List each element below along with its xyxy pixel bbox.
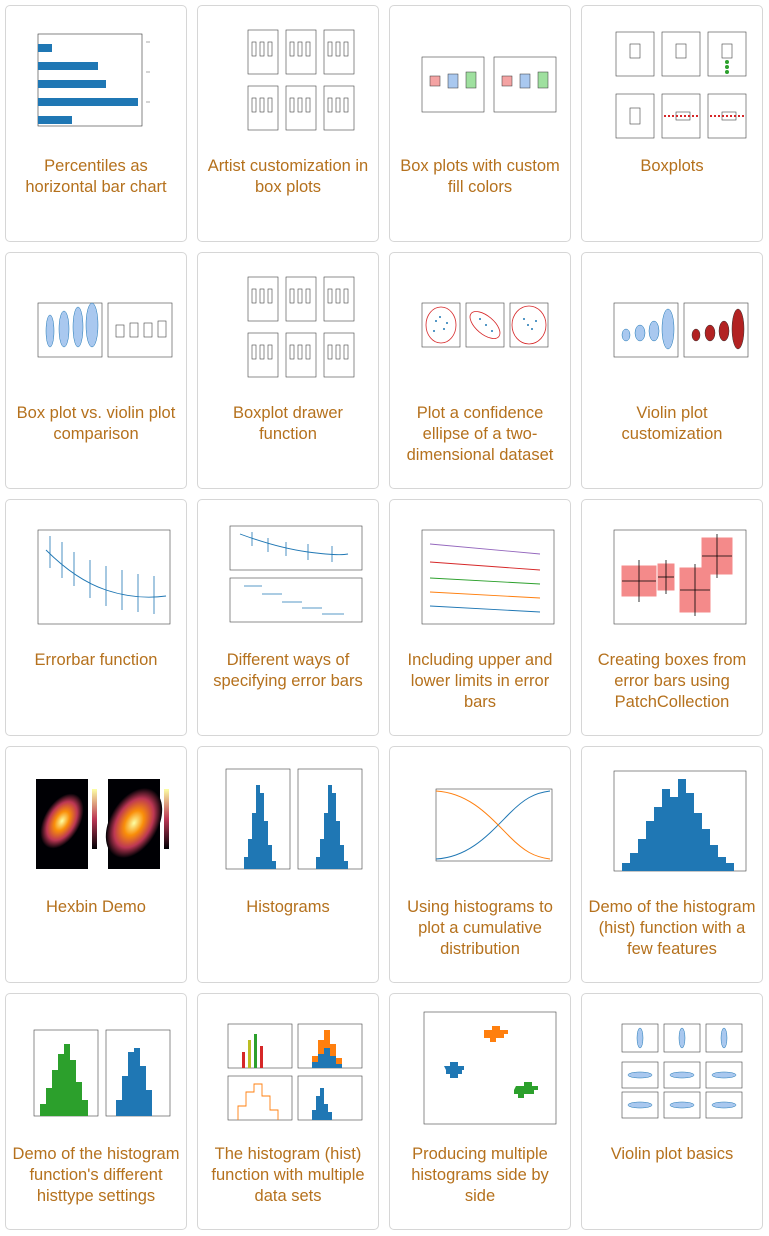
gallery-card[interactable]: The histogram (hist) function with multi… bbox=[197, 993, 379, 1230]
violin-vs-box-thumbnail[interactable] bbox=[16, 259, 178, 391]
histogram-pair-thumbnail[interactable] bbox=[208, 753, 370, 885]
hexbin-thumbnail[interactable] bbox=[16, 753, 178, 885]
gallery-card[interactable]: Boxplots bbox=[581, 5, 763, 242]
gallery-card[interactable]: Box plots with custom fill colors bbox=[389, 5, 571, 242]
card-title[interactable]: Errorbar function bbox=[34, 651, 158, 669]
gallery-card[interactable]: Using histograms to plot a cumulative di… bbox=[389, 746, 571, 983]
gallery-card[interactable]: Producing multiple histograms side by si… bbox=[389, 993, 571, 1230]
card-title[interactable]: Boxplot drawer function bbox=[232, 404, 344, 443]
card-title[interactable]: The histogram (hist) function with multi… bbox=[211, 1145, 365, 1205]
gallery-card[interactable]: Different ways of specifying error bars bbox=[197, 499, 379, 736]
histogram-thumbnail[interactable] bbox=[592, 753, 754, 885]
violin-basics-thumbnail[interactable] bbox=[592, 1000, 754, 1132]
gallery-card[interactable]: Demo of the histogram (hist) function wi… bbox=[581, 746, 763, 983]
card-title[interactable]: Artist customization in box plots bbox=[207, 157, 369, 196]
card-title[interactable]: Using histograms to plot a cumulative di… bbox=[407, 898, 553, 958]
card-title[interactable]: Including upper and lower limits in erro… bbox=[407, 651, 553, 711]
card-title[interactable]: Producing multiple histograms side by si… bbox=[411, 1145, 549, 1205]
gallery-card[interactable]: Violin plot basics bbox=[581, 993, 763, 1230]
card-title[interactable]: Percentiles as horizontal bar chart bbox=[25, 157, 167, 196]
box-plot-grid-thumbnail[interactable] bbox=[208, 12, 370, 144]
card-title[interactable]: Box plot vs. violin plot comparison bbox=[16, 404, 176, 443]
violin-thumbnail[interactable] bbox=[592, 259, 754, 391]
gallery-card[interactable]: Box plot vs. violin plot comparison bbox=[5, 252, 187, 489]
gallery-card[interactable]: Violin plot customization bbox=[581, 252, 763, 489]
card-title[interactable]: Boxplots bbox=[640, 157, 704, 175]
errorbar-variants-thumbnail[interactable] bbox=[208, 506, 370, 638]
gallery-card[interactable]: Histograms bbox=[197, 746, 379, 983]
gallery-card[interactable]: Including upper and lower limits in erro… bbox=[389, 499, 571, 736]
colored-box-plot-thumbnail[interactable] bbox=[400, 12, 562, 144]
card-title[interactable]: Box plots with custom fill colors bbox=[400, 157, 560, 196]
card-title[interactable]: Violin plot basics bbox=[610, 1145, 734, 1163]
gallery-card[interactable]: Creating boxes from error bars using Pat… bbox=[581, 499, 763, 736]
horizontal-bar-chart-thumbnail[interactable] bbox=[16, 12, 178, 144]
error-boxes-thumbnail[interactable] bbox=[592, 506, 754, 638]
gallery-card[interactable]: Demo of the histogram function's differe… bbox=[5, 993, 187, 1230]
boxplots-thumbnail[interactable] bbox=[592, 12, 754, 144]
card-title[interactable]: Violin plot customization bbox=[621, 404, 723, 443]
gallery-grid: Percentiles as horizontal bar chart Arti… bbox=[5, 5, 765, 1231]
card-title[interactable]: Hexbin Demo bbox=[46, 898, 146, 916]
box-plot-grid-thumbnail[interactable] bbox=[208, 259, 370, 391]
card-title[interactable]: Demo of the histogram function's differe… bbox=[12, 1145, 180, 1205]
card-title[interactable]: Plot a confidence ellipse of a two-dimen… bbox=[406, 404, 554, 464]
gallery-card[interactable]: Boxplot drawer function bbox=[197, 252, 379, 489]
card-title[interactable]: Different ways of specifying error bars bbox=[213, 651, 363, 690]
gallery-card[interactable]: Artist customization in box plots bbox=[197, 5, 379, 242]
card-title[interactable]: Creating boxes from error bars using Pat… bbox=[597, 651, 747, 711]
errorbar-thumbnail[interactable] bbox=[16, 506, 178, 638]
gallery-card[interactable]: Plot a confidence ellipse of a two-dimen… bbox=[389, 252, 571, 489]
errorbar-limits-thumbnail[interactable] bbox=[400, 506, 562, 638]
card-title[interactable]: Demo of the histogram (hist) function wi… bbox=[588, 898, 756, 958]
side-by-side-hist-thumbnail[interactable] bbox=[400, 1000, 562, 1132]
histtype-thumbnail[interactable] bbox=[16, 1000, 178, 1132]
gallery-card[interactable]: Hexbin Demo bbox=[5, 746, 187, 983]
gallery-card[interactable]: Percentiles as horizontal bar chart bbox=[5, 5, 187, 242]
cumulative-hist-thumbnail[interactable] bbox=[400, 753, 562, 885]
gallery-card[interactable]: Errorbar function bbox=[5, 499, 187, 736]
card-title[interactable]: Histograms bbox=[246, 898, 330, 916]
multi-hist-thumbnail[interactable] bbox=[208, 1000, 370, 1132]
scatter-ellipse-thumbnail[interactable] bbox=[400, 259, 562, 391]
